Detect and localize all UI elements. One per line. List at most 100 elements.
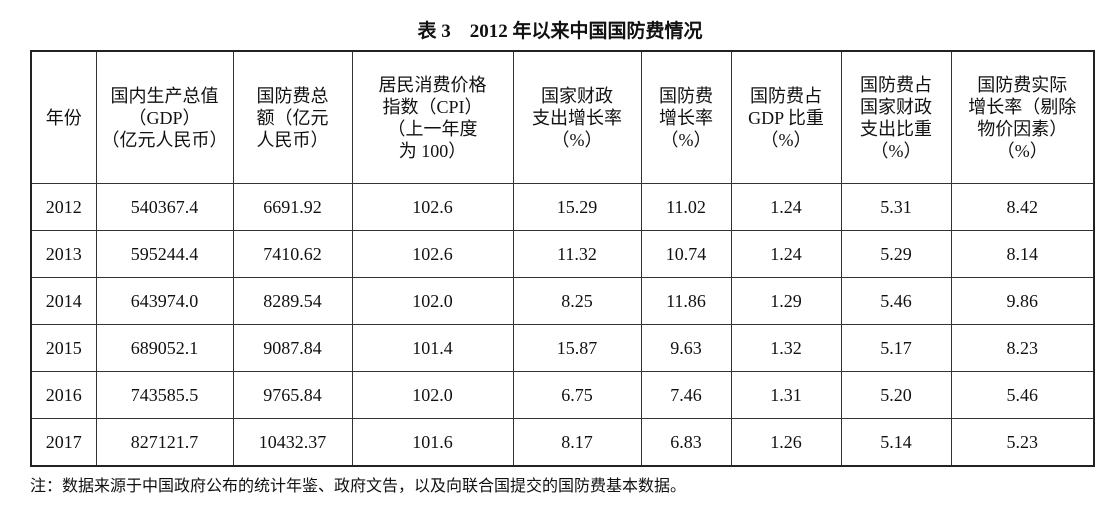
header-line: 指数（CPI） bbox=[382, 96, 483, 117]
header-line: 年份 bbox=[45, 107, 82, 128]
table-cell: 7410.62 bbox=[232, 230, 353, 278]
header-cell: 国防费 增长率 （%） bbox=[640, 50, 732, 184]
table-cell: 102.6 bbox=[351, 230, 514, 278]
table-cell: 2015 bbox=[30, 324, 97, 372]
table-cell: 1.31 bbox=[730, 371, 842, 419]
table-cell: 11.32 bbox=[512, 230, 642, 278]
header-line: （亿元人民币） bbox=[101, 129, 228, 150]
header-line: GDP 比重 bbox=[748, 107, 824, 128]
table-cell: 6.83 bbox=[640, 418, 732, 467]
header-line: 为 100） bbox=[398, 140, 467, 161]
header-cell: 国防费总 额（亿元 人民币） bbox=[232, 50, 353, 184]
header-line: 物价因素） bbox=[977, 118, 1068, 139]
table-cell: 643974.0 bbox=[95, 277, 234, 325]
table-cell: 5.14 bbox=[840, 418, 952, 467]
table-cell: 9.86 bbox=[950, 277, 1095, 325]
table-cell: 5.46 bbox=[950, 371, 1095, 419]
header-line: 国内生产总值 bbox=[110, 85, 219, 106]
table-cell: 5.46 bbox=[840, 277, 952, 325]
table-row: 2016 743585.5 9765.84 102.0 6.75 7.46 1.31 5.20… bbox=[30, 371, 1095, 419]
table-cell: 102.0 bbox=[351, 371, 514, 419]
header-row: 年份 国内生产总值 （GDP） （亿元人民币） 国防费总 额（亿元 人民币） 居民消费价格 指数… bbox=[30, 50, 1095, 184]
table-row: 2017 827121.7 10432.37 101.6 8.17 6.83 1.26 5.1… bbox=[30, 418, 1095, 467]
header-cell: 国家财政 支出增长率 （%） bbox=[512, 50, 642, 184]
table-cell: 5.17 bbox=[840, 324, 952, 372]
table-cell: 2017 bbox=[30, 418, 97, 467]
header-line: 国防费 bbox=[659, 85, 713, 106]
table-cell: 2013 bbox=[30, 230, 97, 278]
table-cell: 2012 bbox=[30, 183, 97, 231]
header-line: 居民消费价格 bbox=[378, 74, 487, 95]
header-line: （%） bbox=[760, 129, 812, 150]
table-cell: 101.4 bbox=[351, 324, 514, 372]
table-cell: 15.87 bbox=[512, 324, 642, 372]
table-cell: 102.0 bbox=[351, 277, 514, 325]
table-cell: 10432.37 bbox=[232, 418, 353, 467]
header-line: （%） bbox=[551, 129, 603, 150]
table-cell: 8.14 bbox=[950, 230, 1095, 278]
table-cell: 8.25 bbox=[512, 277, 642, 325]
table-cell: 1.26 bbox=[730, 418, 842, 467]
header-line: 额（亿元 bbox=[256, 107, 329, 128]
header-line: 国家财政 bbox=[541, 85, 613, 106]
header-line: 国防费占 bbox=[860, 74, 932, 95]
table-cell: 5.31 bbox=[840, 183, 952, 231]
table-cell: 1.29 bbox=[730, 277, 842, 325]
table-cell: 595244.4 bbox=[95, 230, 234, 278]
table-row: 2015 689052.1 9087.84 101.4 15.87 9.63 1.32 5.1… bbox=[30, 324, 1095, 372]
table-cell: 8.23 bbox=[950, 324, 1095, 372]
table-cell: 5.29 bbox=[840, 230, 952, 278]
header-line: 增长率（剔除 bbox=[968, 96, 1077, 117]
table-row: 2013 595244.4 7410.62 102.6 11.32 10.74 1.24 5.… bbox=[30, 230, 1095, 278]
table-cell: 7.46 bbox=[640, 371, 732, 419]
header-cell: 国防费占 国家财政 支出比重 （%） bbox=[840, 50, 952, 184]
table-cell: 540367.4 bbox=[95, 183, 234, 231]
table-cell: 2014 bbox=[30, 277, 97, 325]
table-title: 表 3 2012 年以来中国国防费情况 bbox=[417, 21, 703, 42]
header-line: 人民币） bbox=[256, 129, 329, 150]
header-cell: 国防费实际 增长率（剔除 物价因素） （%） bbox=[950, 50, 1095, 184]
table-cell: 15.29 bbox=[512, 183, 642, 231]
header-line: 国防费总 bbox=[256, 85, 329, 106]
header-line: （GDP） bbox=[128, 107, 201, 128]
header-line: 增长率 bbox=[659, 107, 713, 128]
table-cell: 8.42 bbox=[950, 183, 1095, 231]
header-line: （上一年度 bbox=[387, 118, 478, 139]
header-line: 国防费占 bbox=[750, 85, 822, 106]
header-cell: 居民消费价格 指数（CPI） （上一年度为 100） bbox=[351, 50, 514, 184]
header-line: 支出增长率 bbox=[532, 107, 622, 128]
header-line: （%） bbox=[996, 140, 1048, 161]
table-cell: 11.02 bbox=[640, 183, 732, 231]
table-cell: 1.24 bbox=[730, 183, 842, 231]
header-cell: 国内生产总值 （GDP） （亿元人民币） bbox=[95, 50, 234, 184]
header-line: （%） bbox=[870, 140, 922, 161]
table-cell: 5.20 bbox=[840, 371, 952, 419]
table-body: 2012 540367.4 6691.92 102.6 15.29 11.02 1.24 5.… bbox=[30, 183, 1095, 467]
table-cell: 101.6 bbox=[351, 418, 514, 467]
table-cell: 11.86 bbox=[640, 277, 732, 325]
table-cell: 6691.92 bbox=[232, 183, 353, 231]
table-cell: 1.24 bbox=[730, 230, 842, 278]
table-cell: 10.74 bbox=[640, 230, 732, 278]
table-cell: 2016 bbox=[30, 371, 97, 419]
table-cell: 743585.5 bbox=[95, 371, 234, 419]
header-cell: 年份 bbox=[30, 50, 97, 184]
table-cell: 8289.54 bbox=[232, 277, 353, 325]
table-cell: 9765.84 bbox=[232, 371, 353, 419]
table-cell: 5.23 bbox=[950, 418, 1095, 467]
table-row: 2012 540367.4 6691.92 102.6 15.29 11.02 1.24 5.… bbox=[30, 183, 1095, 231]
table-cell: 8.17 bbox=[512, 418, 642, 467]
header-cell: 国防费占 GDP 比重 （%） bbox=[730, 50, 842, 184]
header-line: 国家财政 bbox=[860, 96, 932, 117]
data-table: 年份 国内生产总值 （GDP） （亿元人民币） 国防费总 额（亿元 人民币） 居民消费价格 指数… bbox=[30, 50, 1095, 467]
table-row: 2014 643974.0 8289.54 102.0 8.25 11.86 1.29 5.4… bbox=[30, 277, 1095, 325]
table-cell: 102.6 bbox=[351, 183, 514, 231]
header-line: （%） bbox=[660, 129, 712, 150]
table-cell: 9087.84 bbox=[232, 324, 353, 372]
header-line: 支出比重 bbox=[860, 118, 932, 139]
header-line: 国防费实际 bbox=[977, 74, 1068, 95]
table-cell: 6.75 bbox=[512, 371, 642, 419]
table-cell: 9.63 bbox=[640, 324, 732, 372]
table-cell: 1.32 bbox=[730, 324, 842, 372]
